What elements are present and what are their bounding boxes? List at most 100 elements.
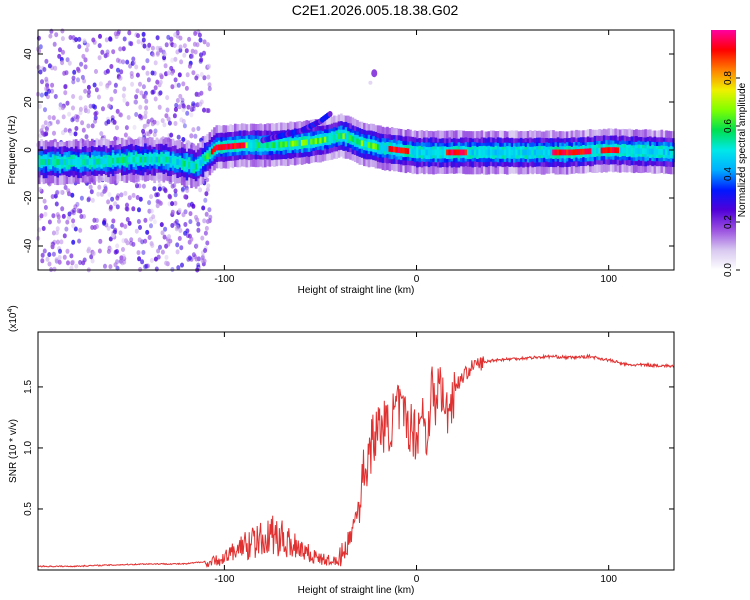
noise-speckle xyxy=(158,45,163,51)
noise-speckle xyxy=(51,251,56,257)
noise-speckle xyxy=(64,70,69,76)
noise-speckle xyxy=(94,224,99,229)
noise-speckle xyxy=(194,75,199,81)
ridge-core xyxy=(469,149,472,156)
noise-speckle xyxy=(165,95,170,101)
noise-speckle xyxy=(47,261,52,267)
noise-speckle xyxy=(40,79,44,85)
ridge-core xyxy=(181,160,184,167)
noise-speckle xyxy=(101,106,105,112)
noise-speckle xyxy=(76,68,81,74)
ridge-core xyxy=(109,157,113,164)
noise-speckle xyxy=(178,228,183,233)
ridge-core xyxy=(199,160,202,166)
noise-speckle xyxy=(107,192,112,197)
ridge-core xyxy=(628,147,631,154)
snr-x-ticks: -100 0 100 xyxy=(214,332,617,585)
noise-speckle xyxy=(141,128,146,134)
ridge-core xyxy=(247,142,251,149)
ridge-core xyxy=(134,156,138,163)
noise-speckle xyxy=(125,202,129,208)
noise-speckle xyxy=(202,107,206,113)
ridge-core xyxy=(494,149,498,156)
noise-speckle xyxy=(131,56,136,62)
colorbar-tick-label: 0.2 xyxy=(723,215,734,229)
noise-speckle xyxy=(102,220,107,226)
ridge-core xyxy=(637,148,641,154)
noise-speckle xyxy=(60,60,65,66)
noise-speckle xyxy=(80,120,85,126)
noise-speckle xyxy=(43,211,48,217)
noise-speckle xyxy=(176,82,181,88)
noise-speckle xyxy=(60,105,65,111)
noise-speckle xyxy=(167,193,172,199)
noise-speckle xyxy=(76,77,80,83)
ridge-core xyxy=(284,141,288,148)
ridge-core xyxy=(473,149,477,156)
ridge-core xyxy=(390,146,394,153)
ridge-core xyxy=(453,149,456,156)
ridge-core xyxy=(287,141,290,147)
noise-speckle xyxy=(90,258,95,264)
ridge-core xyxy=(234,143,237,149)
noise-speckle xyxy=(193,49,198,55)
noise-speckle xyxy=(145,70,150,76)
noise-speckle xyxy=(71,35,76,41)
ridge-core xyxy=(619,147,622,154)
noise-speckle xyxy=(177,207,182,213)
noise-speckle xyxy=(44,91,49,97)
x-tick-label: 0 xyxy=(414,274,420,285)
snr-x-label: Height of straight line (km) xyxy=(298,585,415,596)
noise-speckle xyxy=(142,43,147,49)
snr-panel: -100 0 100 0.5 1.0 1.5 Height of straight li… xyxy=(7,305,675,596)
noise-speckle xyxy=(150,70,155,76)
noise-speckle xyxy=(178,93,183,99)
noise-speckle xyxy=(179,59,184,65)
ridge-core xyxy=(462,149,465,156)
noise-speckle xyxy=(170,84,175,90)
noise-speckle xyxy=(196,126,201,132)
noise-speckle xyxy=(177,236,182,241)
noise-speckle xyxy=(190,48,195,54)
noise-speckle xyxy=(103,184,108,190)
noise-speckle xyxy=(191,252,196,258)
noise-speckle xyxy=(147,235,152,240)
ridge-core xyxy=(153,156,156,163)
noise-speckle xyxy=(135,195,140,200)
ridge-core xyxy=(360,140,364,147)
noise-speckle xyxy=(158,79,163,85)
ridge-core xyxy=(476,149,479,156)
noise-speckle xyxy=(201,205,206,211)
ridge-core xyxy=(245,142,249,149)
noise-speckle xyxy=(71,218,76,224)
noise-speckle xyxy=(133,99,138,105)
ridge-core xyxy=(517,149,521,156)
noise-speckle xyxy=(194,243,199,249)
noise-speckle xyxy=(162,122,167,128)
noise-speckle xyxy=(67,211,72,217)
noise-speckle xyxy=(180,97,185,103)
ridge-core xyxy=(303,139,306,146)
ridge-core xyxy=(416,149,419,156)
noise-speckle xyxy=(155,35,160,41)
noise-speckle xyxy=(176,134,181,140)
ridge-core xyxy=(602,147,606,154)
noise-speckle xyxy=(103,187,108,193)
noise-speckle xyxy=(199,72,204,77)
noise-speckle xyxy=(143,264,148,270)
noise-speckle xyxy=(54,190,59,196)
noise-speckle xyxy=(70,192,75,198)
noise-speckle xyxy=(98,239,103,245)
noise-speckle xyxy=(109,96,114,102)
noise-speckle xyxy=(123,190,128,196)
noise-speckle xyxy=(191,101,196,107)
noise-speckle xyxy=(175,249,180,255)
noise-speckle xyxy=(40,252,45,258)
noise-speckle xyxy=(174,102,179,108)
ridge-core xyxy=(616,147,620,154)
snr-y-multiplier: (x104) xyxy=(7,305,19,332)
ridge-core xyxy=(510,149,514,156)
noise-speckle xyxy=(106,119,111,125)
ridge-core xyxy=(264,142,267,149)
ridge-core xyxy=(639,148,643,155)
